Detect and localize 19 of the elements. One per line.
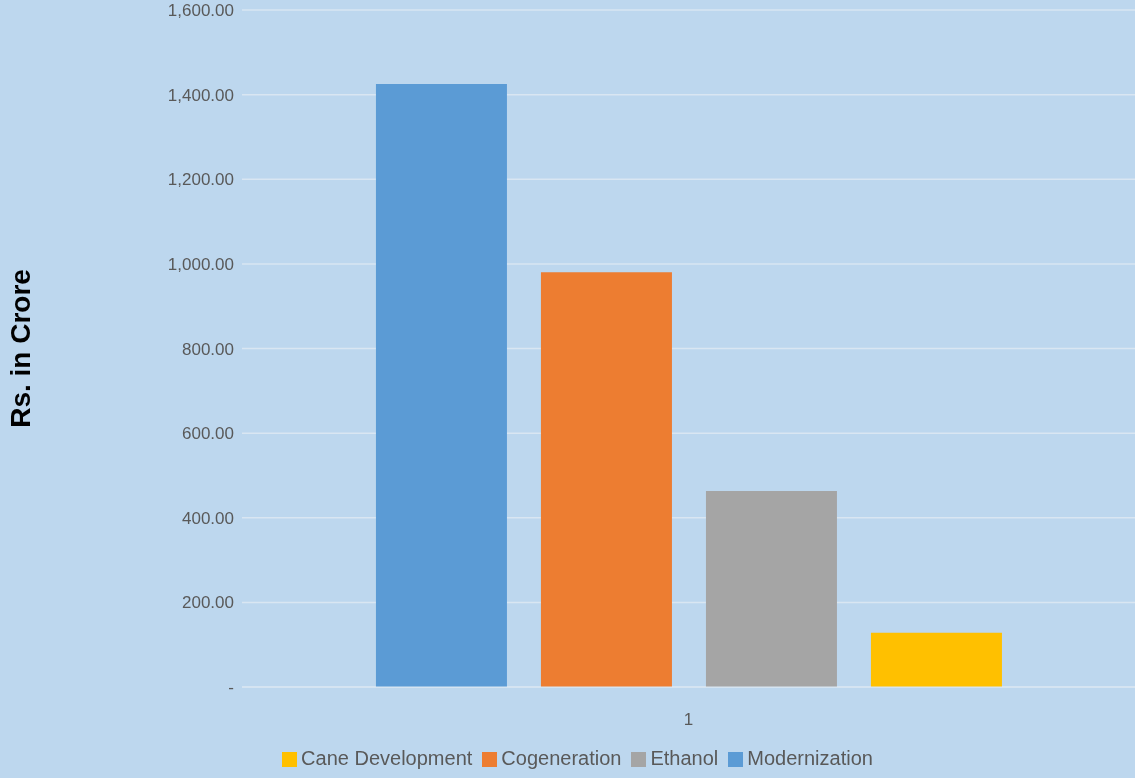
legend-label: Modernization [747,747,873,769]
y-tick-label: 200.00 [182,593,234,613]
bar [705,491,837,687]
y-tick-label: 400.00 [182,508,234,528]
y-tick-label: 1,600.00 [167,1,234,21]
legend-label: Ethanol [650,747,719,769]
legend-label: Cane Development [301,747,473,769]
y-tick-label: 600.00 [182,424,234,444]
y-tick-label: 1,400.00 [167,85,234,105]
y-tick-label: - [228,678,234,698]
y-tick-label: 800.00 [182,339,234,359]
y-tick-label: 1,000.00 [167,254,234,274]
bar [540,272,672,687]
legend-label: Cogeneration [501,747,622,769]
y-axis-title: Rs. in Crore [4,269,36,428]
bar [870,632,1002,687]
bar [375,84,507,687]
y-tick-label: 1,200.00 [167,170,234,190]
x-tick-label: 1 [683,710,694,730]
